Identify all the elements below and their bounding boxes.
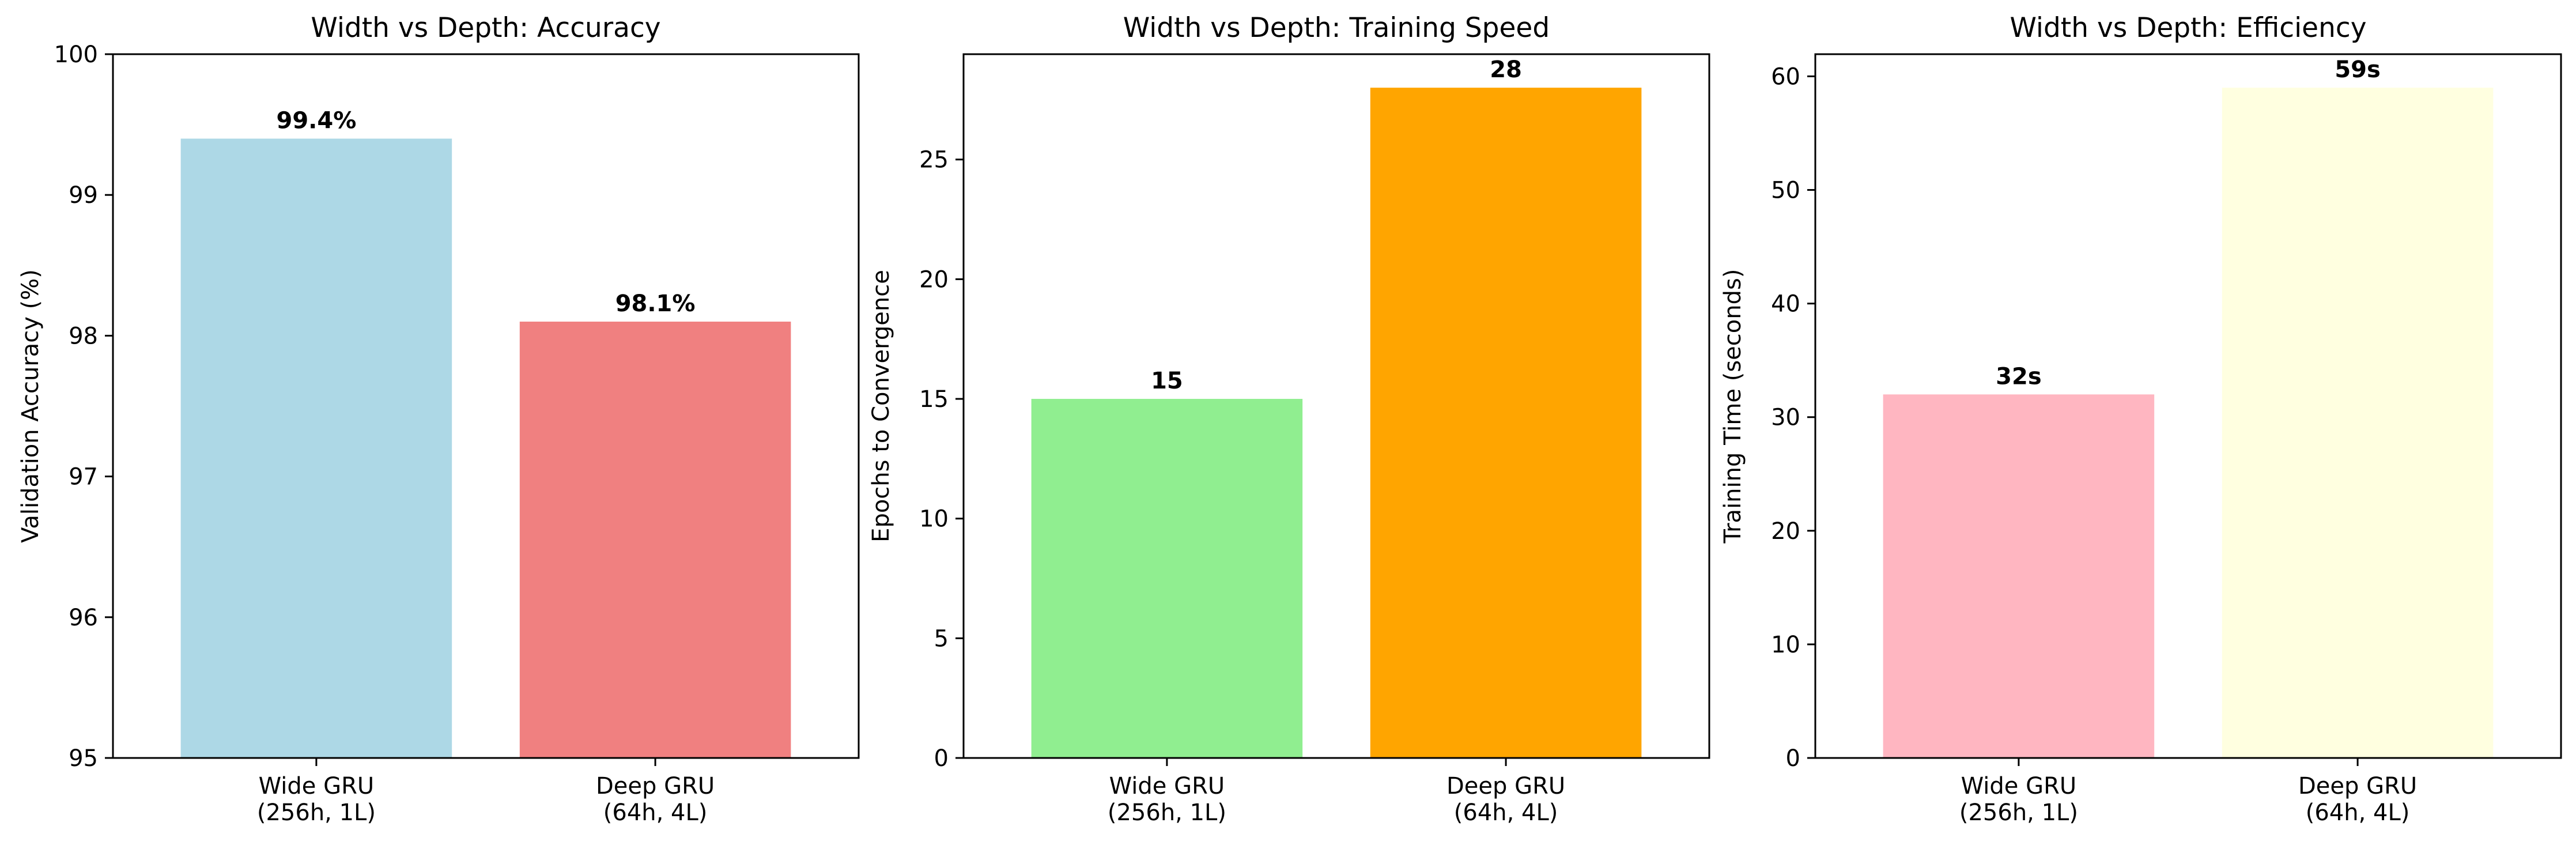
- chart-panel-2: 15 28 0 5 10 15 20 25 Wide GRU (256h, 1L) Deep GRU…: [868, 12, 1710, 826]
- bar-1: [1883, 394, 2155, 758]
- plot-frame: [112, 53, 860, 759]
- y-tick-label: 20: [1771, 518, 1800, 545]
- y-tick-label: 99: [69, 182, 98, 209]
- y-tick-label: 5: [934, 625, 949, 652]
- bar-2: [1370, 88, 1642, 759]
- y-tick-label: 30: [1771, 405, 1800, 431]
- data-label-2: 59s: [2335, 56, 2380, 83]
- plot-frame: [962, 53, 1710, 759]
- y-tick-label: 95: [69, 745, 98, 772]
- y-tick-label: 40: [1771, 291, 1800, 318]
- chart-title: Width vs Depth: Training Speed: [1123, 12, 1550, 44]
- y-tick-label: 50: [1771, 178, 1800, 204]
- plot-frame: [1814, 53, 2562, 759]
- chart-panel-1: 99.4% 98.1% 95 96 97 98 99 100 Wide GRU (256h, 1L…: [17, 12, 860, 826]
- x-tick-label-line: (256h, 1L): [257, 799, 376, 826]
- x-tick-label-line: (64h, 4L): [2306, 799, 2410, 826]
- bar-2: [2222, 88, 2494, 759]
- x-tick-label-line: Wide GRU: [1109, 773, 1225, 799]
- x-tick-label: Wide GRU (256h, 1L): [1108, 773, 1226, 826]
- y-axis-label: Epochs to Convergence: [868, 270, 894, 542]
- y-tick-label: 20: [919, 266, 949, 293]
- y-tick-label: 97: [69, 464, 98, 491]
- bar-2: [519, 321, 791, 758]
- bar-1: [180, 138, 452, 758]
- data-label-1: 99.4%: [277, 108, 357, 134]
- x-tick-label-line: (64h, 4L): [603, 799, 708, 826]
- x-tick-label-line: Wide GRU: [259, 773, 375, 799]
- y-axis-label: Validation Accuracy (%): [17, 269, 44, 543]
- x-tick-label: Deep GRU (64h, 4L): [596, 773, 715, 826]
- y-tick-label: 15: [919, 386, 949, 413]
- y-tick-label: 0: [1786, 745, 1800, 772]
- x-tick-label-line: Deep GRU: [596, 773, 715, 799]
- x-tick-label-line: Wide GRU: [1961, 773, 2077, 799]
- data-label-1: 15: [1151, 368, 1183, 394]
- y-tick-label: 25: [919, 147, 949, 173]
- data-label-2: 28: [1490, 56, 1522, 83]
- data-label-2: 98.1%: [615, 291, 696, 317]
- x-tick-label-line: (256h, 1L): [1108, 799, 1226, 826]
- y-tick-label: 98: [69, 323, 98, 349]
- y-tick-label: 10: [919, 506, 949, 533]
- data-label-1: 32s: [1996, 363, 2041, 390]
- x-tick-label: Wide GRU (256h, 1L): [1959, 773, 2078, 826]
- x-tick-label-line: (64h, 4L): [1454, 799, 1558, 826]
- x-tick-label-line: (256h, 1L): [1959, 799, 2078, 826]
- chart-panel-3: 32s 59s 0 10 20 30 40 50 60 Wide GRU (256h, 1L) Dee…: [1720, 12, 2562, 826]
- x-tick-label: Deep GRU (64h, 4L): [2298, 773, 2417, 826]
- y-axis-label: Training Time (seconds): [1720, 269, 1746, 544]
- y-tick-label: 100: [54, 42, 98, 68]
- x-tick-label-line: Deep GRU: [2298, 773, 2417, 799]
- y-tick-label: 60: [1771, 63, 1800, 90]
- chart-title: Width vs Depth: Accuracy: [311, 12, 660, 44]
- bar-1: [1031, 399, 1303, 758]
- y-tick-label: 10: [1771, 632, 1800, 658]
- chart-title: Width vs Depth: Efficiency: [2010, 12, 2366, 44]
- y-tick-label: 96: [69, 605, 98, 631]
- x-tick-label-line: Deep GRU: [1446, 773, 1565, 799]
- y-tick-label: 0: [934, 745, 949, 772]
- x-tick-label: Deep GRU (64h, 4L): [1446, 773, 1565, 826]
- x-tick-label: Wide GRU (256h, 1L): [257, 773, 376, 826]
